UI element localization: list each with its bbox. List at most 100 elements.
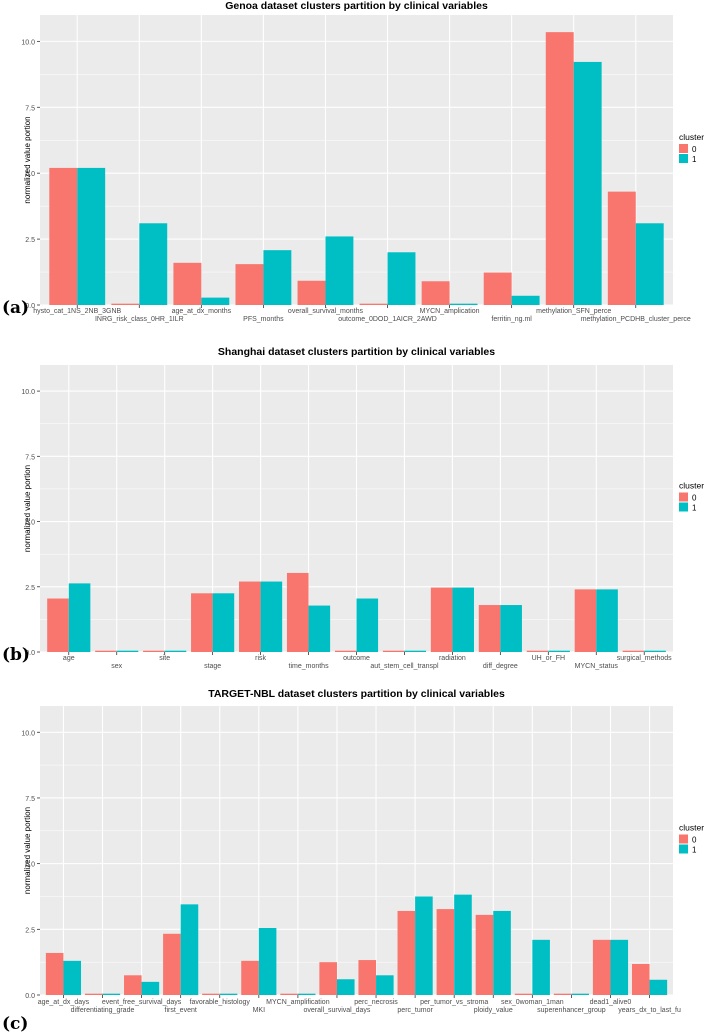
y-tick-label: 0.0: [25, 303, 35, 310]
bar-cluster-1: [164, 650, 187, 652]
legend-entry-label: 0: [692, 145, 697, 154]
legend-entry-label: 1: [692, 155, 697, 164]
bar-cluster-1: [596, 589, 618, 652]
bar-cluster-1: [325, 236, 354, 305]
x-tick-label: MKI: [253, 1007, 266, 1014]
bar-cluster-0: [334, 650, 357, 652]
bar-cluster-0: [592, 939, 611, 995]
bar-cluster-0: [239, 581, 261, 652]
legend-entry-label: 1: [692, 846, 697, 855]
bar-cluster-0: [124, 975, 142, 995]
x-tick-label: perc_tumor: [397, 1007, 433, 1014]
legend-entry-label: 1: [692, 504, 697, 513]
x-tick-label: methylation_PCDHB_cluster_perce: [581, 316, 691, 323]
x-tick-label: ferritin_ng.ml: [491, 316, 532, 323]
bar-cluster-1: [139, 223, 168, 305]
x-tick-label: overall_survival_months: [288, 308, 364, 315]
bar-cluster-1: [610, 939, 629, 995]
bar-cluster-0: [286, 572, 309, 652]
x-tick-label: overall_survival_days: [304, 1007, 371, 1014]
bar-cluster-0: [45, 952, 64, 995]
bar-cluster-0: [631, 963, 650, 995]
x-tick-label: stage: [204, 663, 221, 670]
x-tick-label: sex_0woman_1man: [501, 999, 564, 1006]
bar-cluster-1: [571, 993, 589, 995]
bar-cluster-0: [235, 264, 264, 305]
bar-cluster-1: [336, 979, 355, 995]
bar-cluster-1: [449, 303, 478, 305]
bar-cluster-1: [532, 939, 550, 995]
x-tick-label: methylation_SFN_perce: [536, 308, 611, 315]
x-tick-label: outcome: [343, 655, 370, 662]
bar-cluster-0: [436, 909, 455, 995]
bar-cluster-1: [511, 295, 540, 305]
chart-panel-b: Shanghai dataset clusters partition by c…: [2, 346, 704, 670]
bar-cluster-1: [493, 910, 511, 995]
bar-cluster-1: [454, 894, 472, 995]
bar-cluster-0: [359, 303, 388, 305]
x-tick-label: age_at_dx_days: [38, 999, 90, 1006]
legend-title: cluster: [679, 132, 704, 142]
bar-cluster-0: [358, 960, 377, 995]
y-tick-label: 5.0: [25, 171, 35, 178]
y-tick-label: 7.5: [25, 796, 35, 803]
bar-cluster-1: [376, 975, 394, 995]
bar-cluster-0: [382, 650, 405, 652]
legend-entry-label: 0: [692, 836, 697, 845]
chart-title: Shanghai dataset clusters partition by c…: [218, 346, 495, 358]
bar-cluster-0: [319, 962, 337, 995]
bar-cluster-0: [163, 933, 181, 995]
x-tick-label: favorable_histology: [190, 999, 251, 1006]
bar-cluster-1: [63, 960, 82, 995]
bar-cluster-0: [526, 650, 549, 652]
bar-cluster-0: [514, 993, 533, 995]
bar-cluster-0: [173, 262, 202, 305]
x-tick-label: differentiating_grade: [71, 1007, 135, 1014]
x-tick-label: diff_degree: [483, 663, 518, 670]
bar-cluster-1: [500, 605, 522, 652]
bar-cluster-1: [649, 979, 668, 995]
bar-cluster-0: [191, 593, 213, 652]
x-tick-label: superenhancer_group: [537, 1007, 606, 1014]
x-tick-label: UH_or_FH: [532, 655, 565, 662]
y-tick-label: 7.5: [25, 105, 35, 112]
bar-cluster-0: [297, 280, 326, 305]
bar-cluster-0: [111, 303, 140, 305]
bar-cluster-1: [116, 650, 139, 652]
x-tick-label: MYCN_status: [575, 663, 619, 670]
x-tick-label: event_free_survival_days: [102, 999, 182, 1006]
bar-cluster-1: [452, 587, 474, 652]
bar-cluster-0: [478, 605, 501, 652]
bar-cluster-0: [553, 993, 572, 995]
bar-cluster-1: [212, 593, 235, 652]
bar-cluster-1: [141, 981, 160, 995]
bar-cluster-1: [219, 993, 238, 995]
legend-swatch-cluster-0: [679, 144, 688, 153]
bar-cluster-1: [415, 896, 433, 995]
bar-cluster-0: [421, 281, 450, 305]
y-tick-label: 0.0: [25, 650, 35, 657]
legend-title: cluster: [679, 823, 704, 833]
y-axis-label: normalized value portion: [23, 116, 32, 203]
x-tick-label: INRG_risk_class_0HR_1ILR: [95, 316, 184, 323]
bar-cluster-0: [545, 32, 574, 306]
y-tick-label: 7.5: [25, 454, 35, 461]
bar-cluster-0: [47, 598, 69, 652]
bar-cluster-1: [573, 61, 602, 305]
bar-cluster-0: [574, 589, 597, 652]
bar-cluster-1: [260, 581, 283, 652]
bar-cluster-1: [356, 598, 379, 652]
bar-cluster-0: [483, 272, 512, 305]
bar-cluster-0: [475, 914, 494, 995]
panel-letter: (a): [2, 298, 29, 318]
bar-cluster-1: [635, 223, 664, 305]
legend-swatch-cluster-0: [679, 492, 688, 502]
bar-cluster-0: [143, 650, 165, 652]
y-tick-label: 2.5: [25, 237, 35, 244]
bar-cluster-0: [430, 587, 453, 652]
bar-cluster-0: [622, 650, 645, 652]
bar-cluster-1: [404, 650, 427, 652]
x-tick-label: dead1_alive0: [590, 999, 632, 1006]
y-tick-label: 2.5: [25, 927, 35, 934]
x-tick-label: outcome_0DOD_1AICR_2AWD: [338, 316, 437, 323]
